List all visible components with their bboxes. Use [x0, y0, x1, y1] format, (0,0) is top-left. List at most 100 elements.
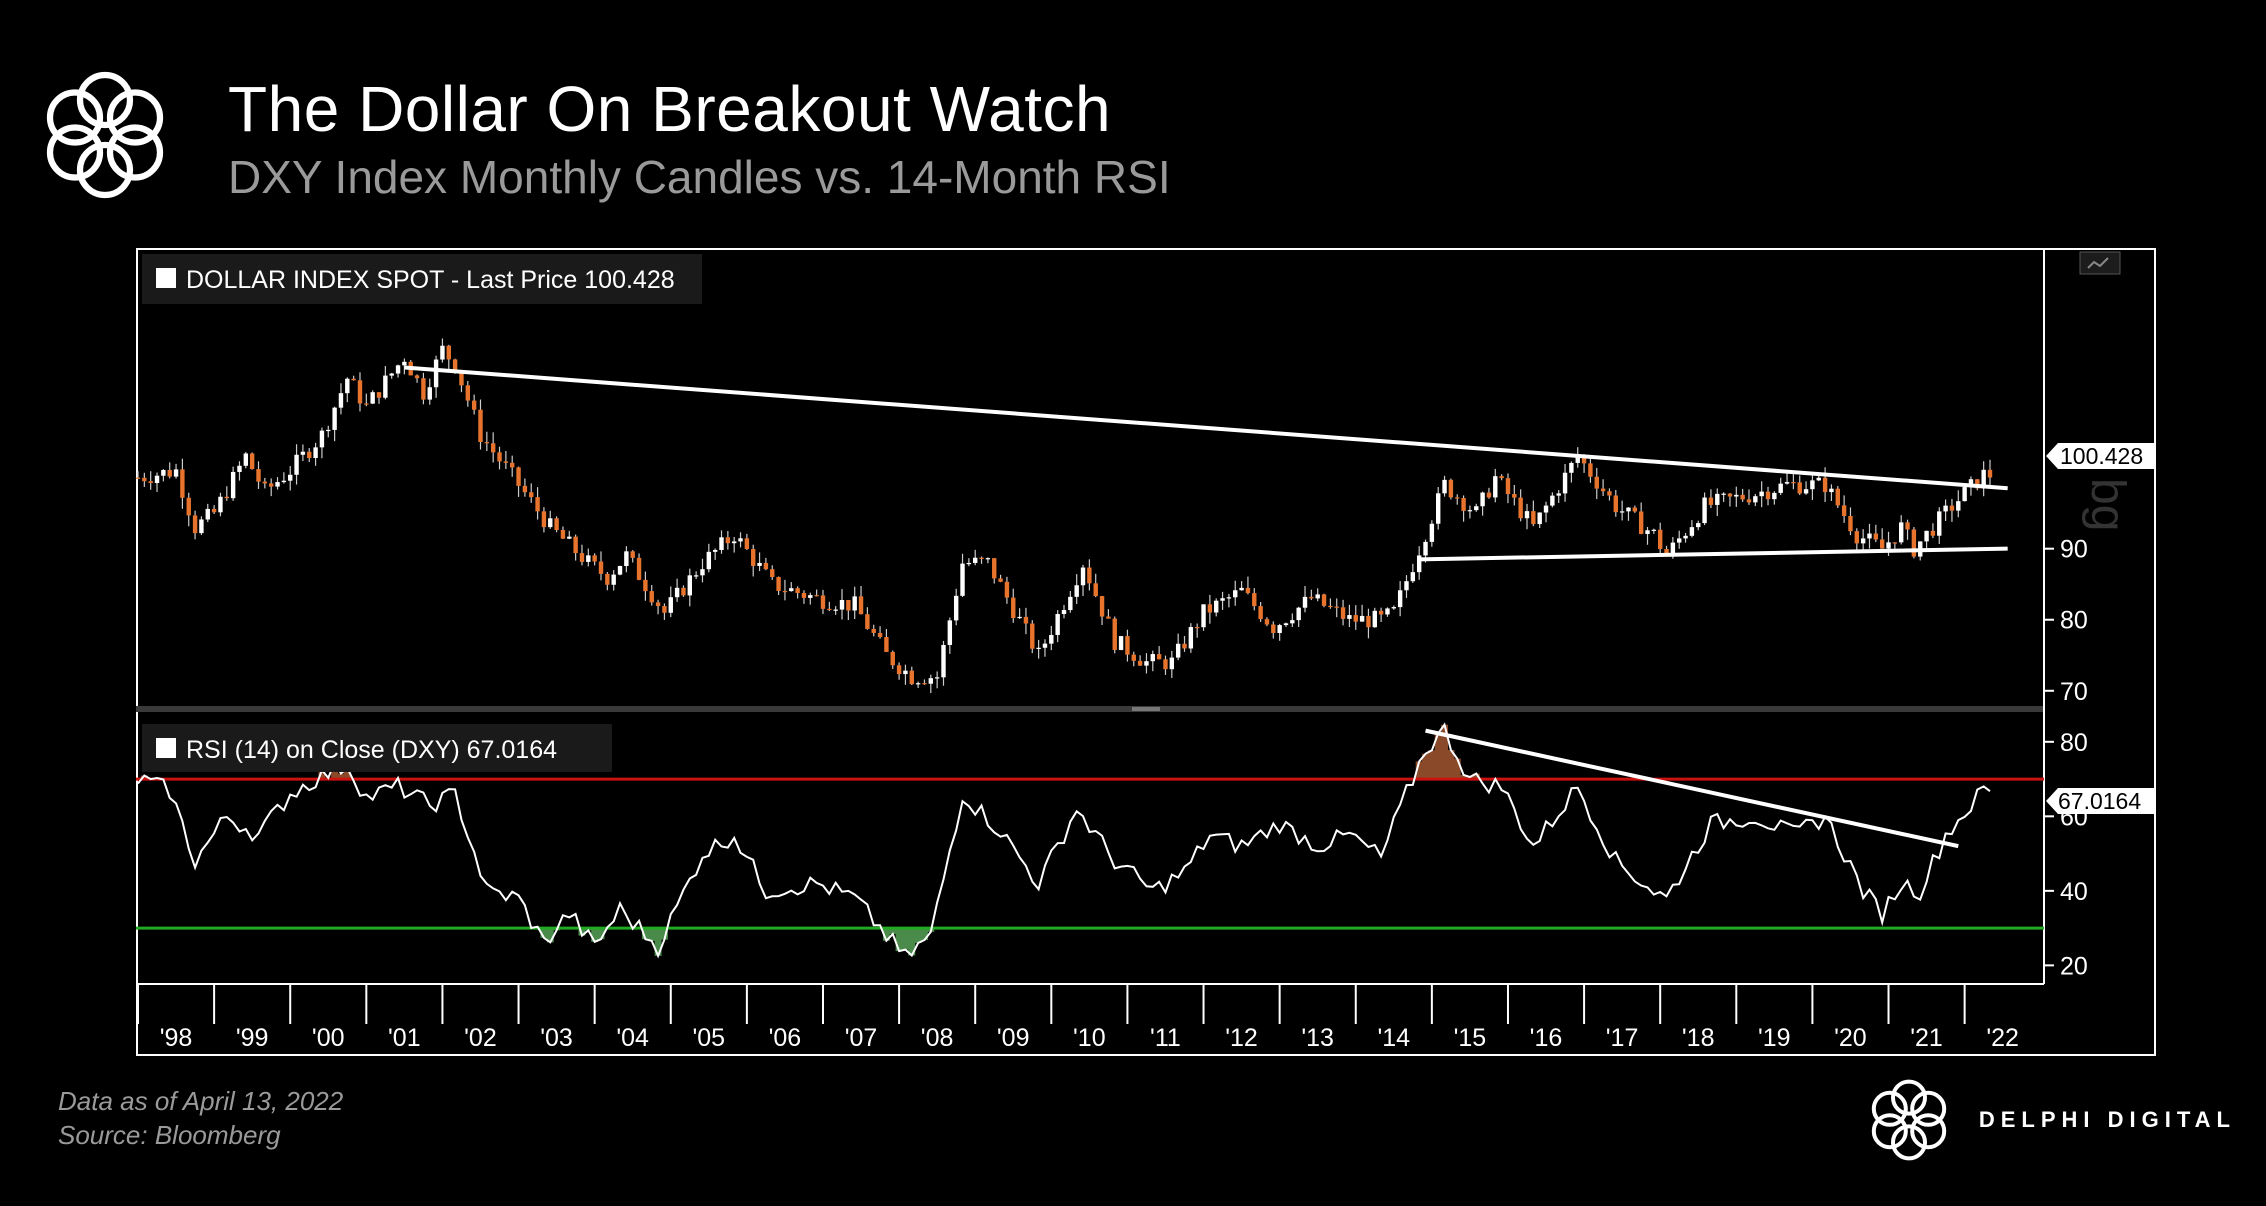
candle-down — [630, 551, 635, 558]
candle-down — [484, 442, 490, 444]
candle-down — [592, 555, 597, 562]
candle-up — [1239, 587, 1244, 591]
candle-down — [541, 511, 547, 528]
x-tick-label: '20 — [1834, 1024, 1867, 1052]
candle-up — [1524, 511, 1530, 519]
candle-up — [567, 536, 572, 539]
candle-down — [1264, 619, 1270, 625]
candle-up — [586, 555, 591, 562]
candle-down — [846, 600, 851, 611]
candle-up — [1150, 654, 1155, 662]
candle-down — [1309, 596, 1314, 599]
candle-up — [852, 596, 857, 611]
candle-down — [744, 538, 750, 550]
x-tick-label: '99 — [236, 1024, 269, 1052]
candle-up — [230, 471, 236, 499]
trendline-upper — [404, 365, 2008, 491]
brand-block: DELPHI DIGITAL — [1861, 1070, 2236, 1170]
brand-name: DELPHI DIGITAL — [1978, 1107, 2236, 1132]
candle-up — [338, 393, 344, 408]
candle-up — [1683, 535, 1688, 539]
candle-down — [1911, 529, 1917, 557]
candle-down — [725, 537, 731, 544]
candle-down — [1835, 488, 1840, 506]
candle-up — [1569, 462, 1574, 473]
panel-resize-handle[interactable] — [1132, 707, 1160, 711]
candle-down — [909, 670, 914, 685]
overbought-fill — [1422, 753, 1429, 780]
panel-separator[interactable] — [136, 706, 2044, 712]
candle-down — [414, 375, 420, 379]
rsi-legend: RSI (14) on Close (DXY) 67.0164 — [186, 736, 557, 764]
candle-up — [706, 551, 712, 570]
candle-down — [224, 496, 229, 499]
oversold-fill — [597, 928, 605, 940]
candle-up — [1753, 496, 1758, 503]
candle-down — [167, 469, 172, 477]
overbought-fill — [1460, 775, 1468, 780]
candle-down — [1163, 659, 1168, 670]
candle-down — [795, 588, 800, 594]
candle-down — [256, 469, 261, 482]
candle-down — [211, 508, 217, 513]
price-legend-swatch — [156, 268, 176, 288]
candle-down — [262, 481, 268, 484]
candle-up — [1220, 598, 1225, 601]
chart-menu-glyph — [2087, 257, 2109, 269]
candle-down — [1740, 494, 1745, 500]
rsi-tick-label: 40 — [2060, 878, 2088, 906]
overbought-fill — [140, 775, 148, 780]
candle-up — [960, 563, 965, 596]
x-tick-label: '03 — [540, 1024, 573, 1052]
candle-down — [1194, 627, 1200, 629]
chart-menu-icon[interactable] — [2079, 251, 2121, 275]
candle-up — [1061, 610, 1067, 615]
candle-down — [1455, 497, 1460, 499]
rsi-legend-box — [142, 724, 612, 772]
candle-up — [1943, 505, 1948, 512]
candle-down — [478, 409, 483, 443]
candle-down — [522, 485, 528, 493]
delphi-logo-icon — [46, 71, 164, 199]
candle-down — [1879, 539, 1885, 549]
oversold-fill — [648, 928, 656, 941]
candle-down — [573, 536, 578, 554]
overbought-fill — [337, 773, 345, 780]
oversold-fill — [540, 928, 548, 938]
candle-down — [1600, 488, 1606, 492]
candle-down — [1613, 495, 1618, 513]
candle-up — [1715, 493, 1720, 505]
candle-up — [1721, 493, 1726, 495]
x-tick-label: '07 — [845, 1024, 878, 1052]
candle-up — [674, 587, 680, 598]
candle-up — [1442, 479, 1447, 494]
candle-up — [1042, 643, 1048, 648]
oversold-fill — [920, 928, 928, 941]
price-tick-label: 90 — [2060, 536, 2088, 564]
candle-up — [617, 566, 623, 575]
candle-down — [186, 497, 191, 516]
overbought-fill — [343, 767, 351, 780]
candle-down — [1328, 605, 1333, 608]
candle-down — [782, 590, 788, 593]
candle-up — [668, 597, 673, 613]
candle-up — [345, 378, 350, 394]
candle-up — [1962, 487, 1967, 502]
oversold-fill — [914, 928, 922, 943]
candle-down — [1112, 618, 1117, 650]
candle-up — [1467, 510, 1473, 512]
bloomberg-watermark: bg — [2081, 478, 2134, 531]
overbought-fill — [1428, 750, 1436, 780]
oversold-fill — [908, 928, 916, 956]
candle-down — [884, 637, 889, 652]
candle-up — [731, 541, 737, 544]
oversold-fill — [895, 928, 903, 952]
candle-up — [934, 677, 940, 679]
candle-down — [1822, 477, 1828, 493]
candle-up — [427, 387, 432, 400]
candle-down — [814, 595, 819, 597]
candle-down — [763, 562, 769, 570]
candle-down — [858, 596, 864, 615]
x-tick-label: '10 — [1073, 1024, 1106, 1052]
